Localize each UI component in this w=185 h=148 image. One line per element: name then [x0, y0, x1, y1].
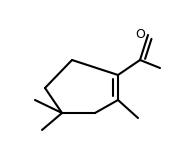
- Text: O: O: [135, 29, 145, 41]
